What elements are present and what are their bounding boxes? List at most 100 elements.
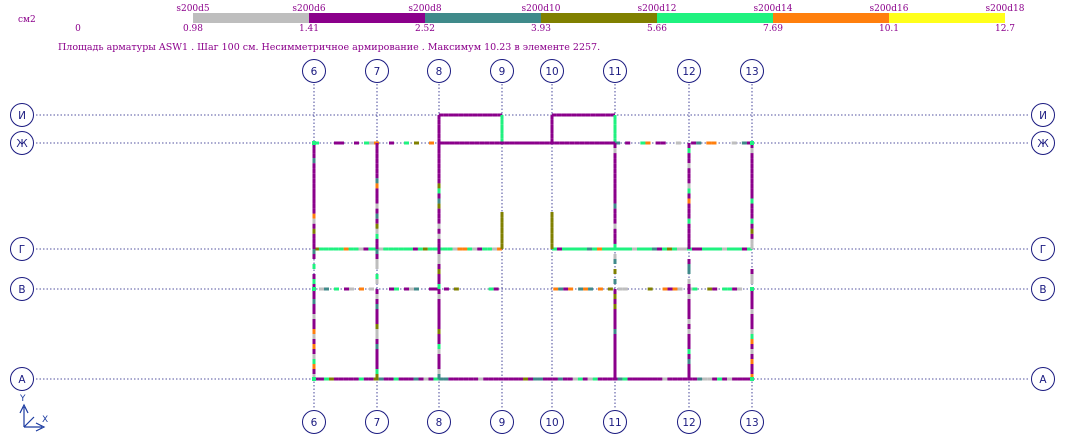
grid-bubble[interactable]: 6 [302, 410, 326, 434]
grid-bubble[interactable]: 8 [427, 410, 451, 434]
legend-top-label: s200d10 [521, 4, 560, 14]
grid-bubble[interactable]: 11 [603, 410, 627, 434]
legend-bottom-label: 0 [75, 24, 81, 34]
grid-bubbles: 6 6 7 7 8 8 9 9 10 10 11 11 12 12 13 13 И И Ж Ж Г Г В В А А [10, 59, 1055, 434]
grid-bubble-label: 12 [682, 66, 695, 78]
grid-bubble-circle [365, 59, 389, 83]
grid-bubble[interactable]: И [1031, 103, 1055, 127]
grid-bubble-label: 11 [608, 417, 621, 429]
grid-bubble-circle [603, 59, 627, 83]
wall-node [750, 377, 754, 381]
grid-bubble-circle [10, 131, 34, 155]
grid-bubble-label: И [18, 110, 26, 122]
coordinate-axes-icon: Y X [19, 394, 48, 432]
grid-bubble[interactable]: А [10, 367, 34, 391]
grid-bubble-circle [302, 410, 326, 434]
grid-bubble-circle [10, 103, 34, 127]
grid-bubble[interactable]: 10 [540, 59, 564, 83]
grid-bubble-circle [490, 410, 514, 434]
grid-bubble-circle [10, 367, 34, 391]
grid-bubble-label: 10 [545, 66, 558, 78]
grid-bubble[interactable]: 7 [365, 410, 389, 434]
wall-node [750, 287, 754, 291]
grid-bubble-circle [427, 410, 451, 434]
grid-bubble-label: 6 [311, 66, 318, 78]
legend-top-label: s200d18 [985, 4, 1024, 14]
legend-top-label: s200d6 [292, 4, 326, 14]
grid-bubble-label: Г [1040, 244, 1046, 256]
grid-bubble-circle [490, 59, 514, 83]
grid-bubble[interactable]: 9 [490, 410, 514, 434]
grid-bubble[interactable]: В [1031, 277, 1055, 301]
grid-bubble[interactable]: Г [1031, 237, 1055, 261]
legend-swatch [657, 13, 773, 23]
legend-bottom-label: 2.52 [415, 24, 435, 34]
grid-bubble[interactable]: 8 [427, 59, 451, 83]
grid-bubble-label: А [18, 374, 26, 386]
legend-bottom-label: 3.93 [531, 24, 551, 34]
grid-bubble[interactable]: Ж [10, 131, 34, 155]
grid-bubble[interactable]: Ж [1031, 131, 1055, 155]
grid-bubble-circle [1031, 277, 1055, 301]
grid-bubble-label: Ж [1037, 138, 1049, 150]
units-label: см2 [18, 15, 36, 25]
grid-bubble[interactable]: 9 [490, 59, 514, 83]
grid-bubble[interactable]: 13 [740, 410, 764, 434]
grid-bubble-circle [677, 410, 701, 434]
grid-bubble[interactable]: Г [10, 237, 34, 261]
grid-bubble[interactable]: 12 [677, 59, 701, 83]
legend-swatch [889, 13, 1005, 23]
grid-bubble-label: В [1039, 284, 1046, 296]
grid-bubble[interactable]: И [10, 103, 34, 127]
legend-bottom-label: 12.7 [995, 24, 1015, 34]
grid-bubble-circle [10, 237, 34, 261]
legend-top-label: s200d12 [637, 4, 676, 14]
grid-bubble-label: 7 [374, 417, 381, 429]
grid-bubble[interactable]: В [10, 277, 34, 301]
grid-bubble[interactable]: 6 [302, 59, 326, 83]
grid-bubble-label: Г [19, 244, 25, 256]
grid-bubble-circle [1031, 237, 1055, 261]
grid-bubble-circle [540, 59, 564, 83]
grid-bubble-circle [740, 410, 764, 434]
color-legend: s200d5 s200d6 s200d8 s200d10 s200d12 s200d14 s… [75, 4, 1025, 34]
grid-bubble-label: В [18, 284, 25, 296]
grid-bubble-label: 9 [499, 417, 506, 429]
legend-swatch [193, 13, 309, 23]
grid-bubble-circle [365, 410, 389, 434]
legend-swatch [773, 13, 889, 23]
grid-bubble-label: 13 [745, 66, 758, 78]
wall-reinforcement [312, 113, 754, 381]
grid-bubble-circle [540, 410, 564, 434]
grid-bubble-label: 11 [608, 66, 621, 78]
wall-node [312, 141, 316, 145]
grid-bubble-label: 10 [545, 417, 558, 429]
legend-top-label: s200d5 [176, 4, 210, 14]
legend-bottom-label: 1.41 [299, 24, 319, 34]
grid-bubble[interactable]: 11 [603, 59, 627, 83]
grid-axis-lines [36, 84, 1030, 409]
grid-bubble[interactable]: 7 [365, 59, 389, 83]
legend-bottom-label: 0.98 [183, 24, 203, 34]
grid-bubble-label: 13 [745, 417, 758, 429]
grid-bubble[interactable]: 12 [677, 410, 701, 434]
grid-bubble-circle [677, 59, 701, 83]
grid-bubble-label: 9 [499, 66, 506, 78]
grid-bubble-circle [302, 59, 326, 83]
grid-bubble-label: 7 [374, 66, 381, 78]
wall-node [312, 377, 316, 381]
grid-bubble[interactable]: 13 [740, 59, 764, 83]
legend-bottom-label: 7.69 [763, 24, 783, 34]
grid-bubble-label: 8 [436, 417, 443, 429]
grid-bubble-label: А [1039, 374, 1047, 386]
wall-node [750, 141, 754, 145]
grid-bubble-circle [1031, 367, 1055, 391]
grid-bubble-label: Ж [16, 138, 28, 150]
legend-bottom-label: 10.1 [879, 24, 899, 34]
grid-bubble[interactable]: 10 [540, 410, 564, 434]
grid-bubble-circle [740, 59, 764, 83]
legend-swatch [309, 13, 425, 23]
legend-top-label: s200d14 [753, 4, 792, 14]
grid-bubble[interactable]: А [1031, 367, 1055, 391]
